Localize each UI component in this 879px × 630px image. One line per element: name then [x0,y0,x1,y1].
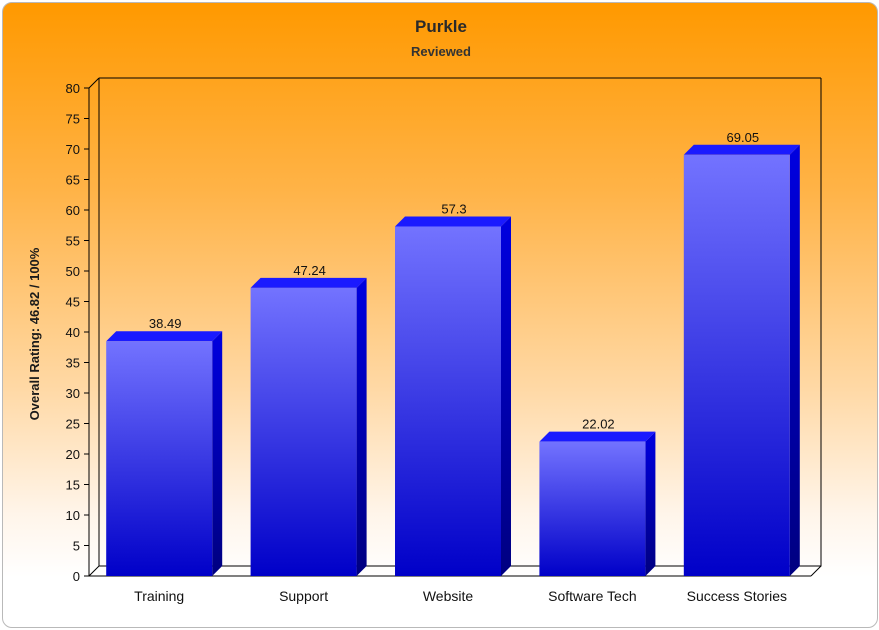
chart-subtitle: Reviewed [411,44,471,59]
data-label: 38.49 [149,316,182,331]
y-tick-label: 60 [66,203,80,218]
bar-front [539,441,646,576]
y-tick-label: 25 [66,417,80,432]
y-tick-label: 50 [66,264,80,279]
floor-right-edge [810,565,822,577]
bar-success-stories [683,144,800,577]
y-tick-label: 40 [66,325,80,340]
bar-side [212,331,223,576]
bars [106,144,800,577]
x-tick-label: Software Tech [548,588,636,604]
bar-top [683,144,800,155]
plot-corner-edge [88,77,100,89]
bar-chart: Purkle Reviewed Overall Rating: 46.82 / … [27,17,822,604]
data-label: 22.02 [582,417,615,432]
y-tick-label: 15 [66,478,80,493]
bar-side [645,431,656,576]
y-tick-label: 55 [66,234,80,249]
y-tick-label: 35 [66,356,80,371]
chart-title: Purkle [415,17,467,36]
y-tick-label: 80 [66,81,80,96]
data-label: 47.24 [293,263,326,278]
bar-side [789,144,800,577]
bar-top [250,277,367,288]
x-tick-label: Website [423,588,474,604]
bar-support [250,277,367,576]
y-axis-label: Overall Rating: 46.82 / 100% [27,247,42,420]
bar-top [539,431,656,442]
y-tick-label: 75 [66,112,80,127]
bar-front [106,341,213,576]
bar-software-tech [539,431,656,576]
y-tick-label: 45 [66,295,80,310]
x-tick-label: Training [134,588,184,604]
y-tick-label: 20 [66,447,80,462]
y-tick-label: 5 [73,539,80,554]
bar-side [356,277,367,576]
y-tick-label: 0 [73,569,80,584]
y-tick-label: 65 [66,173,80,188]
data-label: 57.3 [441,201,466,216]
y-tick-label: 70 [66,142,80,157]
bar-front [395,226,501,576]
x-tick-label: Support [279,588,328,604]
x-tick-label: Success Stories [687,588,787,604]
bar-side [501,216,511,576]
bar-front [250,287,357,576]
data-label: 69.05 [727,130,760,145]
bar-top [395,216,511,227]
bar-front [683,154,790,577]
labels: 38.49 Training 47.24 Support 57.3 Website 22.0… [134,130,787,604]
bar-training [106,331,223,576]
y-tick-label: 10 [66,508,80,523]
y-tick-label: 30 [66,386,80,401]
bar-website [395,216,511,576]
bar-top [106,331,223,342]
